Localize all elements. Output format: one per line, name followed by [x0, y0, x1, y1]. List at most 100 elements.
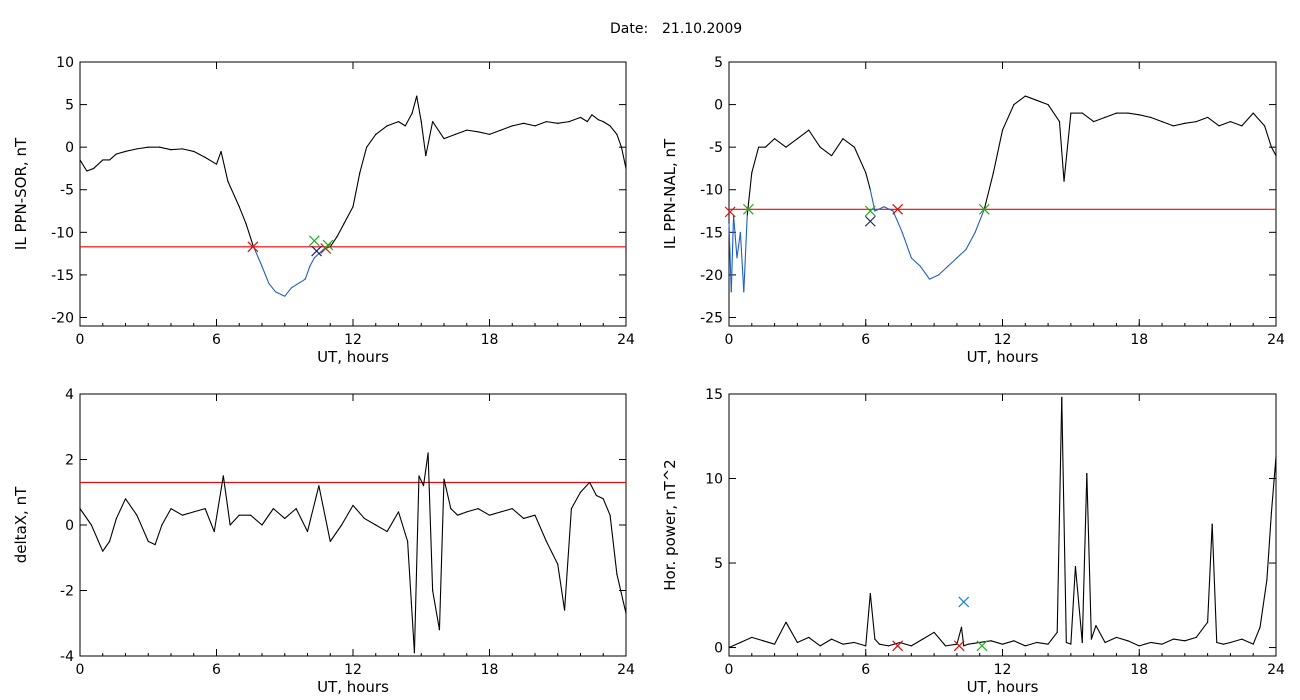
il-ppn-sor-data-point — [586, 121, 588, 123]
hor-power-data-point — [796, 641, 798, 644]
hor-power-data-point — [933, 631, 935, 633]
il-ppn-sor-data-point — [366, 146, 368, 148]
y-tick-label: 4 — [65, 387, 74, 403]
delta-x-trace-segment — [170, 508, 183, 516]
delta-x-data-point — [329, 540, 331, 542]
il-ppn-nal-data-point — [1150, 116, 1152, 118]
x-tick-label: 6 — [861, 332, 870, 348]
y-tick-label: -20 — [700, 268, 723, 284]
delta-x-data-point — [427, 452, 429, 454]
il-ppn-sor-data-point — [238, 206, 240, 208]
il-ppn-nal-trace-segment — [1081, 112, 1094, 123]
y-tick-label: 0 — [714, 641, 723, 657]
il-ppn-sor-trace-segment — [404, 112, 413, 127]
hor-power-trace-segment — [1223, 641, 1231, 645]
il-ppn-nal-trace-segment — [1093, 116, 1106, 123]
il-ppn-sor-data-point — [454, 133, 456, 135]
hor-power-data-point — [1184, 640, 1186, 642]
il-ppn-nal-trace-segment — [1063, 113, 1072, 182]
il-ppn-sor-data-point — [115, 153, 117, 155]
hor-power-data-point — [1259, 626, 1261, 628]
il-ppn-nal-data-point — [938, 274, 940, 276]
delta-x-trace-segment — [161, 508, 172, 526]
delta-x-data-point — [204, 508, 206, 510]
delta-x-trace-segment — [90, 524, 104, 552]
delta-x-trace-segment — [489, 511, 502, 516]
il-ppn-nal-data-point — [743, 291, 745, 293]
il-ppn-nal-trace-segment — [797, 129, 810, 140]
hor-power-data-point — [887, 645, 890, 647]
il-ppn-sor-trace-segment — [284, 287, 293, 297]
il-ppn-nal-data-point — [785, 146, 787, 148]
il-ppn-sor-data-point — [625, 167, 627, 170]
x-tick-label: 6 — [212, 332, 221, 348]
il-ppn-nal-trace-segment — [739, 232, 745, 292]
hor-power-data-point — [1065, 641, 1067, 644]
delta-x-xlabel: UT, hours — [317, 678, 389, 696]
delta-x-data-point — [222, 475, 224, 477]
il-ppn-sor-data-point — [375, 133, 377, 135]
il-ppn-sor-trace-segment — [170, 148, 183, 151]
il-ppn-nal-data-point — [1264, 125, 1266, 127]
hor-power-data-point — [910, 645, 912, 647]
il-ppn-sor-data-point — [534, 125, 536, 127]
il-ppn-nal-trace-segment — [831, 138, 844, 156]
il-ppn-sor-data-point — [500, 129, 502, 131]
x-tick-label: 0 — [725, 332, 734, 348]
hor-power-trace-segment — [1061, 397, 1067, 643]
hor-power-trace-segment — [831, 638, 844, 645]
il-ppn-nal-data-point — [965, 248, 967, 250]
il-ppn-sor-data-point — [159, 146, 161, 148]
delta-x-data-point — [450, 508, 452, 510]
hor-power-trace-segment — [1095, 625, 1106, 643]
il-ppn-nal-data-point — [1218, 125, 1220, 127]
il-ppn-sor-trace-segment — [268, 283, 277, 293]
il-ppn-nal-data-point — [956, 257, 958, 259]
il-ppn-sor-data-point — [609, 125, 611, 127]
il-ppn-nal-trace-segment — [1184, 121, 1197, 124]
hor-power-data-point — [1211, 523, 1213, 525]
il-ppn-sor-data-point — [181, 148, 183, 150]
delta-x-trace-segment — [284, 508, 297, 519]
il-ppn-sor-data-point — [193, 150, 195, 153]
il-ppn-nal-trace-segment — [883, 206, 894, 212]
y-tick-label: -15 — [700, 225, 723, 241]
hor-power-data-point — [1061, 396, 1063, 398]
delta-x-trace-segment — [148, 540, 156, 546]
il-ppn-sor-data-point — [136, 148, 138, 150]
il-ppn-nal-marker-red — [892, 203, 904, 215]
delta-x-data-point — [102, 550, 104, 552]
hor-power-data-point — [865, 645, 867, 647]
delta-x-trace-segment — [407, 541, 415, 653]
hor-power-data-point — [1241, 638, 1243, 640]
hor-power-trace-segment — [740, 636, 753, 643]
il-ppn-nal-data-point — [830, 155, 833, 157]
il-ppn-nal-data-point — [901, 231, 903, 233]
delta-x-data-point — [272, 508, 274, 510]
hor-power-trace-segment — [960, 627, 965, 646]
il-ppn-sor-data-point — [102, 159, 104, 161]
il-ppn-sor-frame — [79, 61, 627, 327]
delta-x-data-point — [306, 530, 309, 533]
il-ppn-nal-data-point — [892, 210, 894, 212]
il-ppn-sor-trace-segment — [523, 122, 536, 127]
il-ppn-nal-trace-segment — [1150, 116, 1163, 123]
delta-x-trace-segment — [109, 518, 117, 542]
il-ppn-sor-data-point — [416, 95, 418, 97]
il-ppn-sor-trace-segment — [298, 278, 306, 284]
x-tick-label: 6 — [861, 662, 870, 678]
il-ppn-nal-data-point — [1104, 116, 1106, 118]
hor-power-trace-segment — [874, 638, 880, 645]
hor-power-trace-segment — [1047, 631, 1058, 645]
delta-x-trace-segment — [580, 482, 591, 493]
il-ppn-nal-data-point — [1070, 112, 1072, 114]
delta-x-trace-segment — [273, 508, 286, 519]
il-ppn-sor-data-point — [557, 122, 559, 124]
hor-power-data-point — [1216, 641, 1218, 644]
hor-power-data-point — [869, 592, 871, 595]
delta-x-trace-segment — [609, 515, 618, 575]
il-ppn-sor-data-point — [204, 156, 206, 158]
il-ppn-nal-data-point — [728, 223, 730, 225]
hor-power-data-point — [1127, 640, 1129, 642]
hor-power-data-point — [1161, 643, 1163, 645]
